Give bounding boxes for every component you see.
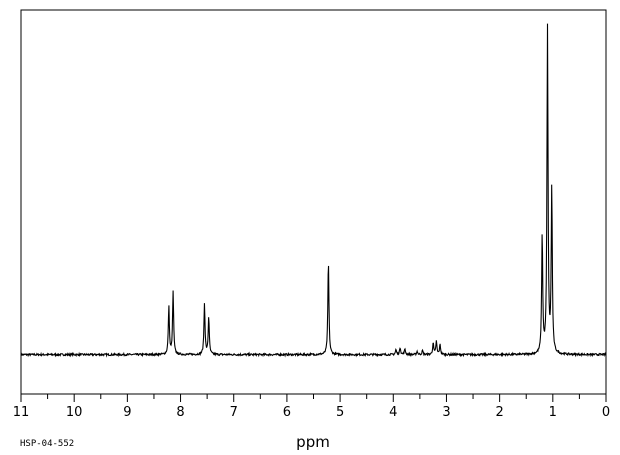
x-tick-label: 7: [230, 405, 238, 420]
x-axis-ticks: [20, 394, 607, 402]
x-tick-label: 9: [123, 405, 131, 420]
spectrum-line: [20, 23, 607, 358]
x-axis-tick-labels: 11 10 9 8 7 6 5 4 3 2 1 0: [13, 405, 610, 420]
x-tick-label: 11: [13, 405, 30, 420]
x-tick-label: 8: [176, 405, 184, 420]
x-tick-label: 0: [602, 405, 610, 420]
x-tick-label: 5: [336, 405, 344, 420]
x-axis-title: ppm: [296, 433, 330, 451]
x-tick-label: 10: [66, 405, 83, 420]
x-tick-label: 6: [283, 405, 291, 420]
sample-id-label: HSP-04-552: [20, 439, 74, 449]
x-tick-label: 2: [495, 405, 503, 420]
x-tick-label: 4: [389, 405, 397, 420]
x-tick-label: 1: [549, 405, 557, 420]
plot-frame: [20, 9, 607, 395]
x-tick-label: 3: [442, 405, 450, 420]
